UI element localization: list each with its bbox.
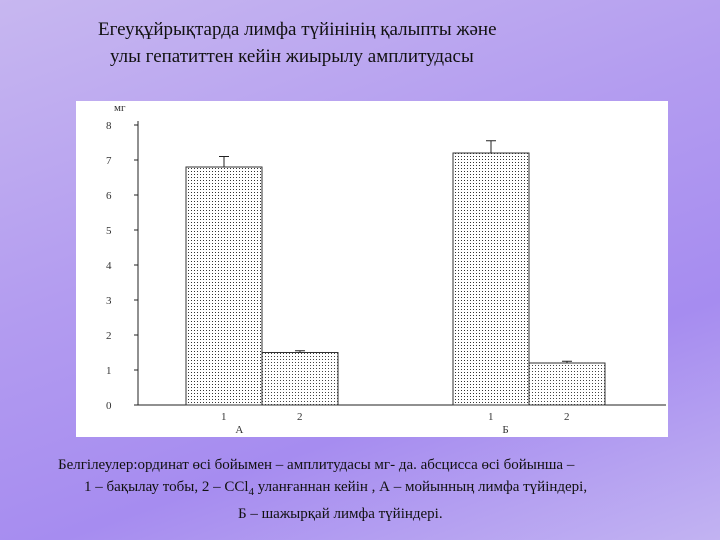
title-line-1: Егеуқұйрықтарда лимфа түйінінің қалыпты … [98,19,497,40]
legend-caption: Белгілеулер:ординат өсі бойымен – амплит… [58,454,708,525]
y-tick-label: 7 [106,155,112,167]
x-tick-label: 2 [564,411,570,423]
caption-line-2a: 1 – бақылау тобы, 2 – CCl [84,479,249,495]
caption-line-2-subscript: 4 [248,486,255,498]
bar-А-2 [261,352,339,406]
x-tick-label: 1 [488,411,494,423]
y-tick-label: 0 [106,400,112,412]
x-tick-label: 2 [297,411,303,423]
slide-title: Егеуқұйрықтарда лимфа түйінінің қалыпты … [70,16,670,70]
bar-Б-1 [452,152,530,406]
caption-line-2: 1 – бақылау тобы, 2 – CCl4 уланғаннан ке… [58,476,708,503]
group-label-0: А [235,424,243,436]
y-tick-label: 1 [106,365,112,377]
y-tick-label: 8 [106,120,112,132]
caption-line-1: Белгілеулер:ординат өсі бойымен – амплит… [58,457,575,473]
x-tick-label: 1 [221,411,227,423]
group-label-1: Б [502,424,508,436]
y-tick-label: 3 [106,295,112,307]
y-tick-label: 6 [106,190,112,202]
y-tick-label: 4 [106,260,112,272]
y-axis-label: мг [114,102,126,114]
bar-Б-2 [528,362,606,406]
caption-line-3: Б – шажырқай лимфа түйіндері. [238,506,443,522]
caption-line-2b: уланғаннан кейін , А – мойынның лимфа тү… [254,479,588,495]
title-line-2: улы гепатиттен кейін жиырылу амплитудасы [110,46,474,67]
y-tick-label: 2 [106,330,112,342]
y-tick-label: 5 [106,225,112,237]
bar-А-1 [185,166,263,406]
